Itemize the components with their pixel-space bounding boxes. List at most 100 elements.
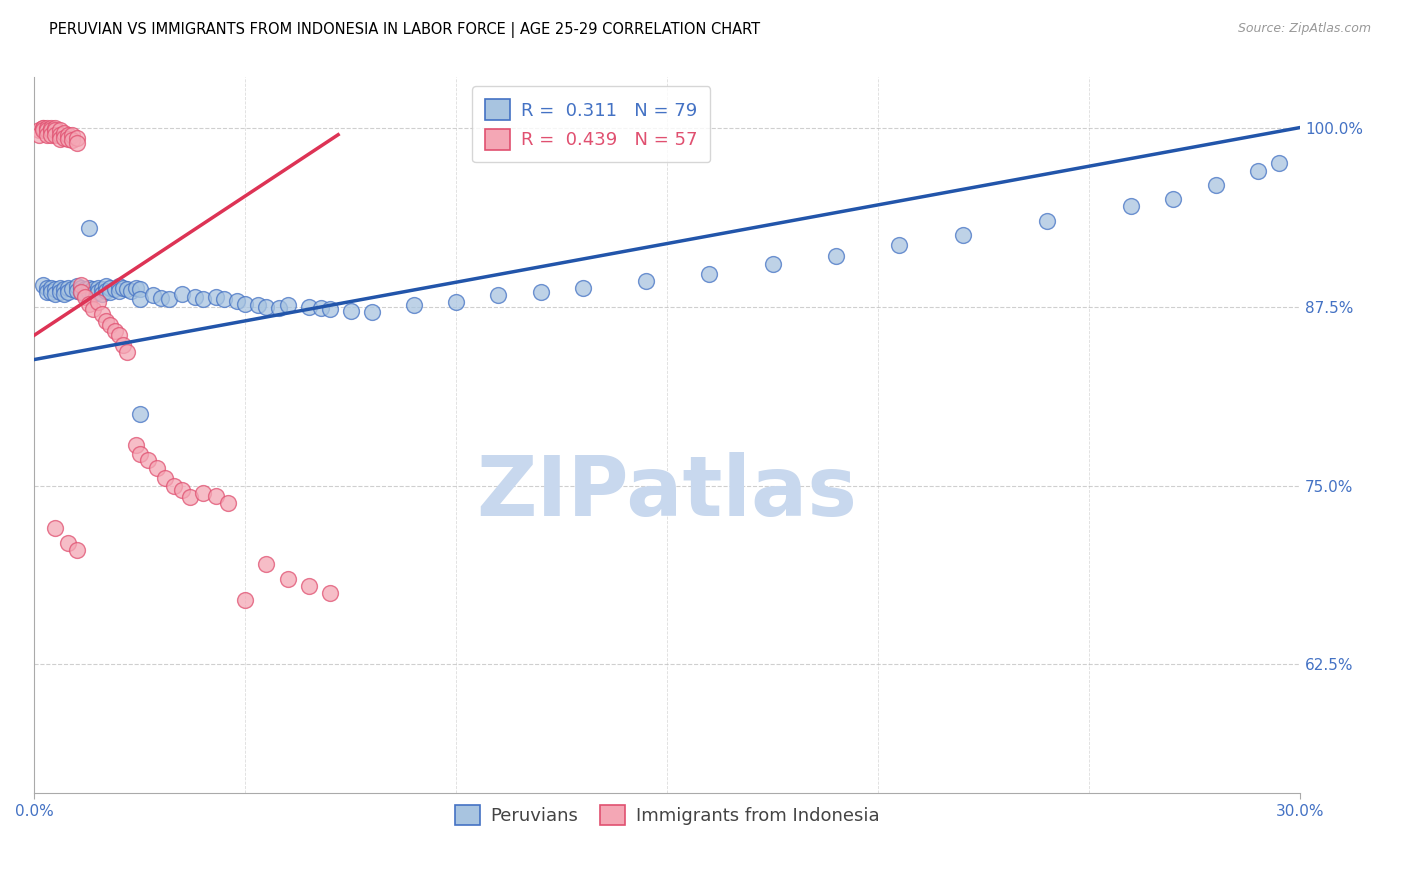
Point (94, 314, 117, 328)
Point (889, 238, 911, 252)
Point (65, 543, 87, 558)
Point (73, 289, 96, 303)
Point (56, 281, 79, 295)
Point (1163, 192, 1185, 206)
Point (149, 291, 172, 305)
Point (60, 128, 83, 142)
Point (111, 281, 134, 295)
Point (35, 120, 58, 135)
Point (309, 301, 332, 315)
Point (31, 123, 53, 137)
Point (217, 496, 239, 510)
Point (44, 120, 66, 135)
Point (39, 281, 62, 295)
Point (1268, 156, 1291, 170)
Point (276, 572, 298, 586)
Point (233, 593, 256, 607)
Point (276, 298, 298, 312)
Point (128, 293, 150, 307)
Point (233, 296, 256, 310)
Point (318, 586, 340, 600)
Point (69, 281, 91, 295)
Point (141, 288, 163, 302)
Point (90, 282, 112, 296)
Point (65, 136, 87, 151)
Point (98, 281, 121, 295)
Point (44, 521, 66, 535)
Point (52, 126, 75, 140)
Point (27, 128, 49, 142)
Point (39, 120, 62, 135)
Point (103, 324, 125, 338)
Point (254, 558, 277, 572)
Point (44, 282, 66, 296)
Point (204, 489, 226, 503)
Point (107, 284, 129, 298)
Point (136, 452, 159, 467)
Point (225, 293, 247, 308)
Point (60, 282, 83, 296)
Point (86, 295, 108, 310)
Text: Source: ZipAtlas.com: Source: ZipAtlas.com (1237, 22, 1371, 36)
Point (179, 490, 201, 504)
Point (65, 130, 87, 145)
Point (48, 132, 70, 146)
Point (191, 293, 214, 307)
Point (120, 284, 142, 298)
Point (157, 293, 180, 307)
Point (952, 227, 974, 242)
Point (94, 284, 117, 298)
Point (31, 120, 53, 135)
Point (77, 296, 100, 310)
Point (170, 286, 193, 301)
Point (69, 278, 91, 293)
Point (56, 535, 79, 549)
Legend: Peruvians, Immigrants from Indonesia: Peruvians, Immigrants from Indonesia (446, 796, 889, 834)
Point (488, 288, 510, 302)
Point (56, 285, 79, 300)
Point (530, 285, 553, 300)
Point (65, 279, 87, 293)
Point (82, 302, 104, 317)
Point (65, 284, 87, 298)
Point (153, 471, 176, 485)
Point (44, 128, 66, 142)
Point (107, 279, 129, 293)
Point (35, 123, 58, 137)
Point (73, 286, 96, 301)
Point (77, 285, 100, 300)
Point (48, 285, 70, 300)
Point (69, 285, 91, 300)
Point (297, 300, 319, 314)
Point (52, 286, 75, 301)
Point (128, 447, 150, 461)
Point (48, 128, 70, 142)
Point (82, 282, 104, 296)
Point (297, 579, 319, 593)
Point (128, 282, 150, 296)
Point (762, 256, 785, 270)
Point (31, 120, 53, 135)
Point (183, 289, 205, 303)
Point (39, 128, 62, 142)
Point (1247, 163, 1270, 178)
Point (1121, 199, 1143, 213)
Point (35, 285, 58, 300)
Point (56, 132, 79, 146)
Point (98, 318, 121, 333)
Point (191, 485, 214, 500)
Point (31, 278, 53, 293)
Point (69, 285, 91, 300)
Point (339, 303, 361, 318)
Point (699, 267, 721, 281)
Point (115, 282, 138, 296)
Point (446, 295, 468, 310)
Point (360, 305, 382, 319)
Point (90, 307, 112, 321)
Point (52, 130, 75, 145)
Point (204, 289, 226, 303)
Point (572, 281, 595, 295)
Point (94, 279, 117, 293)
Point (404, 298, 426, 312)
Point (48, 123, 70, 137)
